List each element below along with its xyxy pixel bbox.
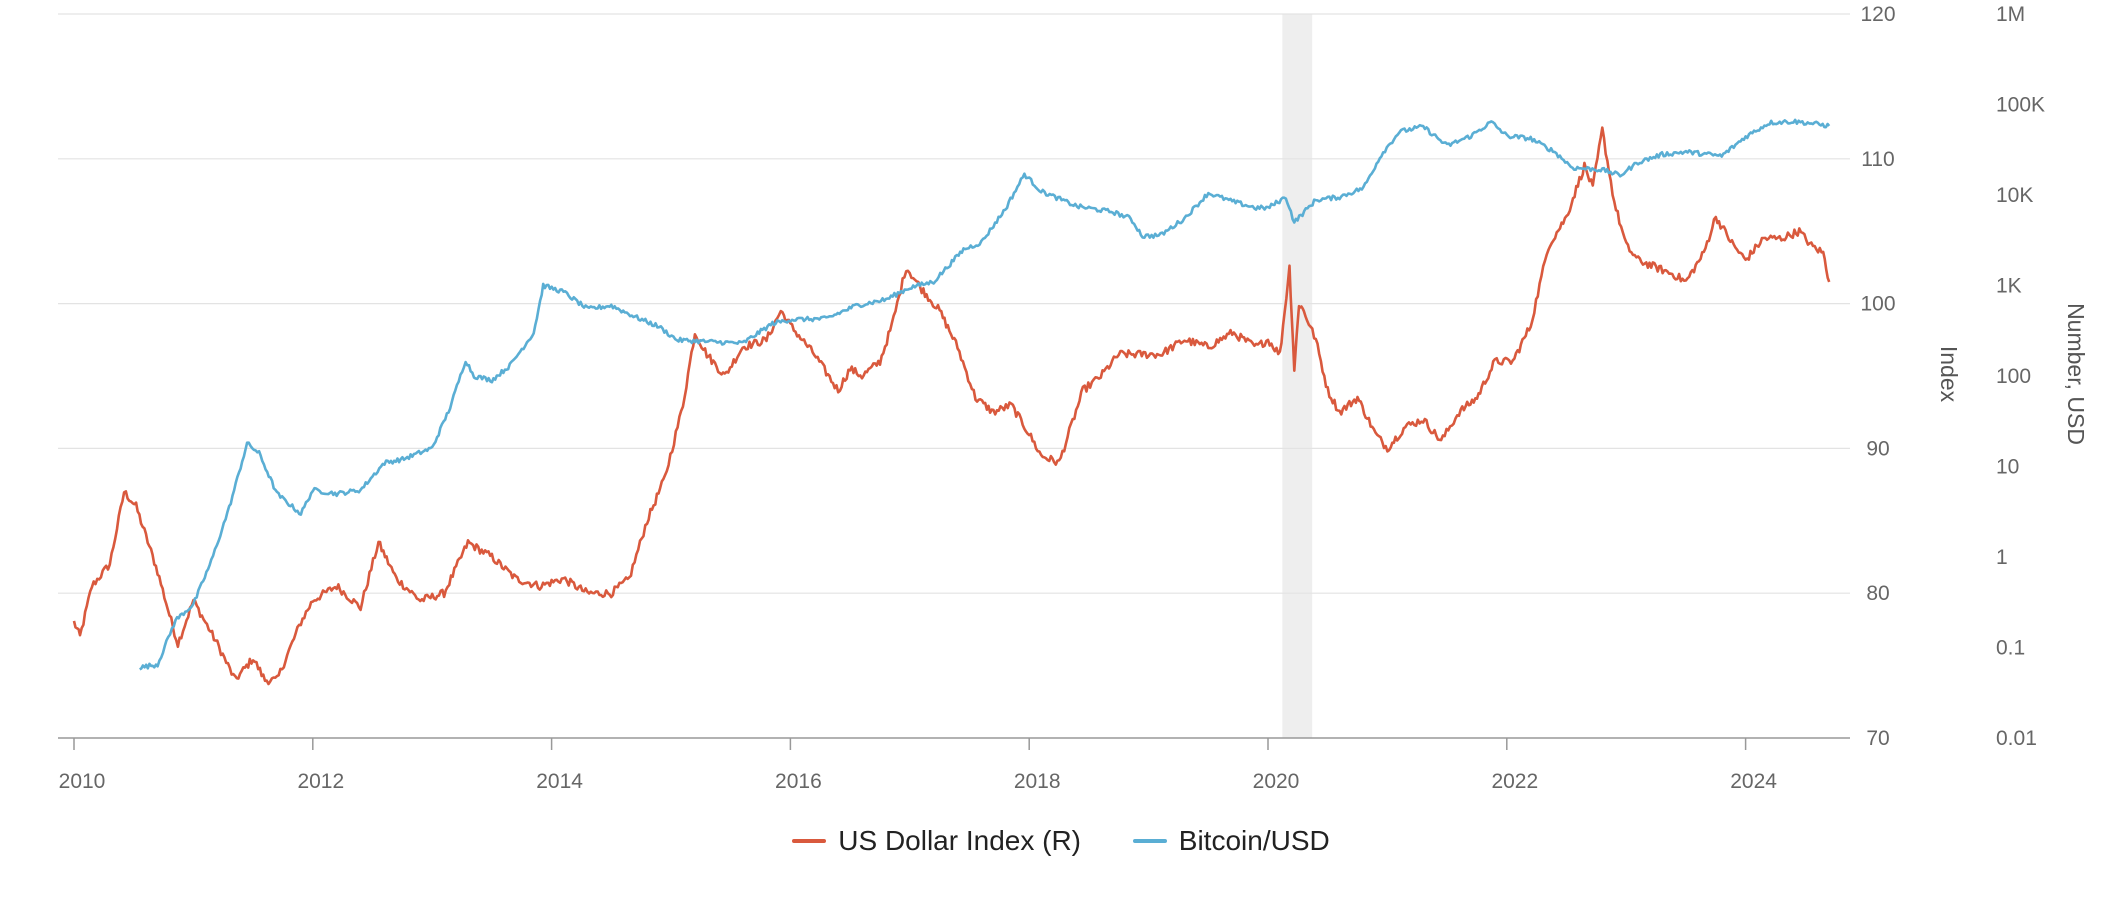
y-usd-tick-label: 1K [1996,275,2022,298]
x-tick-label: 2024 [1730,770,1777,793]
gridlines [58,13,1850,739]
legend-label-btc: Bitcoin/USD [1178,825,1330,856]
y-axis-usd-title: Number, USD [2063,303,2089,445]
y-usd-tick-label: 10 [1996,456,2019,479]
x-tick-label: 2022 [1491,770,1538,793]
x-tick-label: 2018 [1014,770,1061,793]
series-line-dxy [72,126,1831,686]
legend-swatch-btc [1132,839,1167,843]
y-index-tick-label: 90 [1866,437,1889,460]
x-tick-label: 2012 [297,770,344,793]
x-tick-label: 2014 [536,770,583,793]
y-usd-tick-label: 0.01 [1996,727,2037,750]
shaded-period [1282,14,1313,738]
y-usd-tick-label: 1M [1996,3,2025,26]
series-lines [72,118,1831,686]
x-axis: 2010 2012 2014 2016 2018 2020 2022 2024 [59,738,1777,793]
y-usd-tick-label: 0.1 [1996,637,2025,660]
y-index-tick-label: 110 [1861,148,1894,171]
series-line-btc [139,118,1831,671]
legend-item-btc[interactable]: Bitcoin/USD [1132,825,1330,857]
shaded-period-band [1282,14,1313,738]
legend-swatch-dxy [792,839,827,843]
y-axis-usd: 0.01 0.1 1 10 100 1K 10K 100K 1M [1996,3,2045,750]
y-index-tick-label: 80 [1866,582,1889,605]
x-tick-label: 2010 [59,770,106,793]
y-usd-tick-label: 1 [1996,546,2008,569]
y-index-tick-label: 70 [1866,727,1889,750]
x-tick-label: 2020 [1253,770,1300,793]
legend-label-dxy: US Dollar Index (R) [838,825,1081,856]
legend: US Dollar Index (R) Bitcoin/USD [0,818,2122,857]
y-usd-tick-label: 100 [1996,365,2031,388]
y-index-tick-label: 120 [1860,3,1895,26]
y-index-tick-label: 100 [1860,293,1895,316]
y-axis-index-title: Index [1936,346,1962,403]
y-usd-tick-label: 100K [1996,94,2045,117]
x-tick-label: 2016 [775,770,822,793]
legend-item-dxy[interactable]: US Dollar Index (R) [792,825,1081,857]
y-axis-index: 70 80 90 100 110 120 [1860,3,1895,750]
y-usd-tick-label: 10K [1996,184,2033,207]
